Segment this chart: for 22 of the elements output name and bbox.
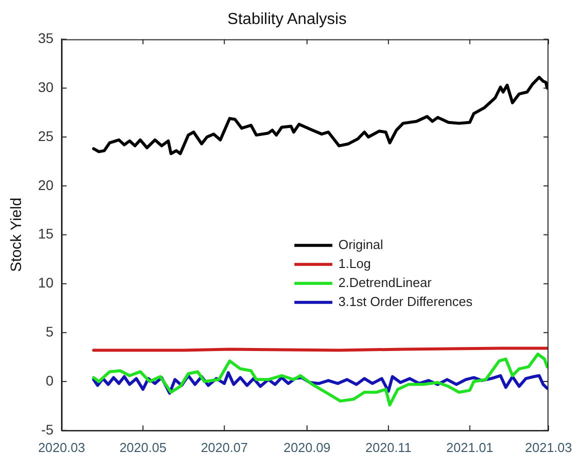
y-axis-title: Stock Yield bbox=[8, 198, 26, 272]
y-tick-label: 10 bbox=[38, 274, 54, 291]
legend-label: 2.DetrendLinear bbox=[338, 275, 432, 290]
y-tick-label: 35 bbox=[38, 30, 54, 46]
y-tick-label: 30 bbox=[38, 78, 54, 95]
x-tick-label: 2020.07 bbox=[200, 440, 248, 455]
y-tick-label: 20 bbox=[38, 176, 54, 193]
legend-label: 1.Log bbox=[338, 256, 371, 271]
legend-label: Original bbox=[338, 237, 384, 252]
y-tick-label: 0 bbox=[46, 372, 54, 388]
y-tick-label: 15 bbox=[38, 226, 54, 242]
x-tick-label: 2020.11 bbox=[365, 440, 412, 455]
legend-label: 3.1st Order Differences bbox=[338, 294, 474, 309]
x-tick-label: 2021.01 bbox=[446, 440, 494, 455]
x-tick-label: 2020.03 bbox=[38, 440, 86, 455]
x-tick-label: 2020.05 bbox=[119, 440, 166, 455]
y-tick-label: 25 bbox=[38, 128, 54, 144]
y-tick-label: -5 bbox=[41, 421, 54, 438]
y-tick-label: 5 bbox=[46, 323, 54, 340]
x-tick-label: 2020.09 bbox=[284, 440, 331, 455]
chart-title: Stability Analysis bbox=[227, 11, 347, 28]
x-tick-label: 2021.03 bbox=[525, 440, 572, 455]
